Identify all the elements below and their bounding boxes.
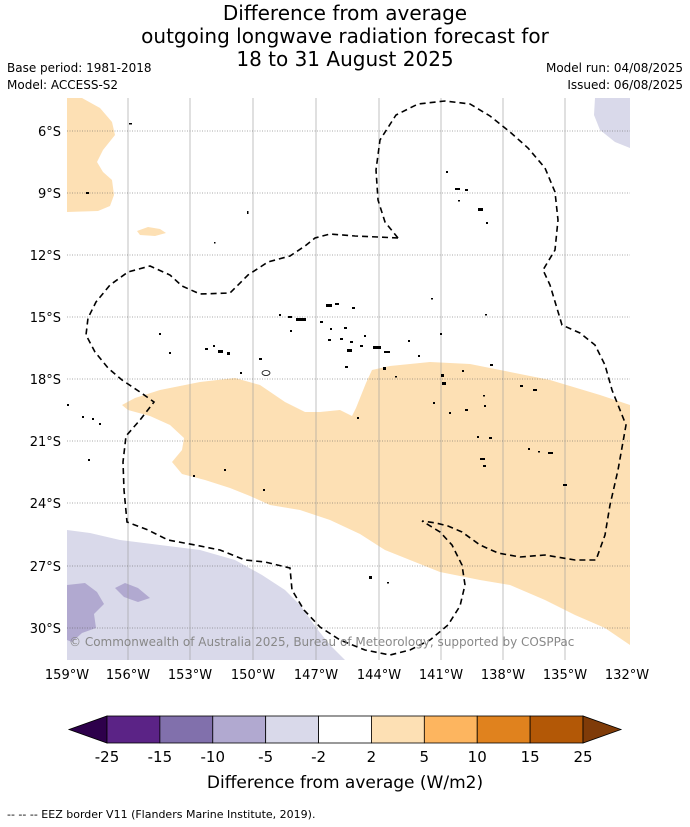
lat-label-27s: 27°S [30,560,61,575]
model-name: Model: ACCESS-S2 [7,78,119,92]
lon-label-159w: 159°W [45,668,89,683]
positive-anomaly-patch-small [137,227,166,236]
lat-label-12s: 12°S [30,249,61,264]
lon-label-138w: 138°W [481,668,525,683]
meta-right: Model run: 04/08/2025 Issued: 06/08/2025 [546,60,683,94]
lon-label-156w: 156°W [106,668,150,683]
lon-label-144w: 144°W [357,668,401,683]
colorbar-segment-1 [159,715,214,744]
latitude-labels: 6°S 9°S 12°S 15°S 18°S 21°S 24°S 27°S 30… [30,125,61,637]
title-line-3: 18 to 31 August 2025 [236,47,454,71]
colorbar-segment-3 [265,715,319,744]
negative-anomaly-region-southwest [67,530,345,660]
eez-border-french-polynesia [375,100,627,561]
lat-label-9s: 9°S [38,187,61,202]
colorbar-label: Difference from average (W/m2) [207,773,483,793]
lat-label-21s: 21°S [30,435,61,450]
colorbar-segment-8 [529,715,584,744]
lon-label-147w: 147°W [294,668,338,683]
colorbar-segment-6 [423,715,478,744]
colorbar-segment-4 [318,715,372,744]
title-line-2: outgoing longwave radiation forecast for [141,24,549,48]
lat-label-24s: 24°S [30,497,61,512]
map-title: Difference from average outgoing longwav… [0,2,690,71]
meta-left: Base period: 1981-2018 Model: ACCESS-S2 [7,60,152,94]
colorbar-tick-label: -25 [95,748,120,766]
colorbar-segment-7 [476,715,531,744]
lat-label-18s: 18°S [30,373,61,388]
colorbar-segment-0 [106,715,161,744]
negative-anomaly-region-northeast [594,98,630,148]
issued-date: Issued: 06/08/2025 [567,78,683,92]
title-line-1: Difference from average [222,1,468,25]
lat-label-30s: 30°S [30,622,61,637]
eez-footer-note: -- -- -- EEZ border V11 (Flanders Marine… [7,808,316,821]
colorbar-tick-label: 10 [468,748,487,766]
lat-label-6s: 6°S [38,125,61,140]
map-area [67,98,630,660]
colorbar-tick-label: 5 [420,748,430,766]
negative-anomaly-region-southwest-strong [67,583,104,642]
colorbar-tick-label: -10 [201,748,226,766]
colorbar-tick-label: 2 [367,748,377,766]
colorbar-segment-2 [212,715,267,744]
colorbar-tick-label: -15 [148,748,173,766]
islands [67,123,567,584]
eez-border-cook-islands [85,233,466,656]
colorbar-over-arrow [582,715,623,744]
lon-label-135w: 135°W [543,668,587,683]
colorbar-under-arrow [67,715,108,744]
colorbar-tick-label: -2 [311,748,326,766]
lon-label-141w: 141°W [419,668,463,683]
colorbar [67,715,623,744]
colorbar-ticks: -25 -15 -10 -5 -2 2 5 10 15 25 [95,748,593,766]
lon-label-150w: 150°W [231,668,275,683]
positive-anomaly-region-northwest [67,98,115,212]
negative-anomaly-patch-small [115,583,150,602]
longitude-labels: 159°W 156°W 153°W 150°W 147°W 144°W 141°… [45,668,649,683]
colorbar-tick-label: 25 [573,748,592,766]
island-outline [261,370,271,376]
model-run: Model run: 04/08/2025 [545,61,683,75]
lon-label-153w: 153°W [168,668,212,683]
lon-label-132w: 132°W [605,668,649,683]
colorbar-segment-5 [371,715,425,744]
colorbar-tick-label: 15 [521,748,540,766]
copyright-text: © Commonwealth of Australia 2025, Bureau… [69,635,574,649]
colorbar-tick-label: -5 [258,748,273,766]
base-period: Base period: 1981-2018 [7,61,152,75]
lat-label-15s: 15°S [30,311,61,326]
